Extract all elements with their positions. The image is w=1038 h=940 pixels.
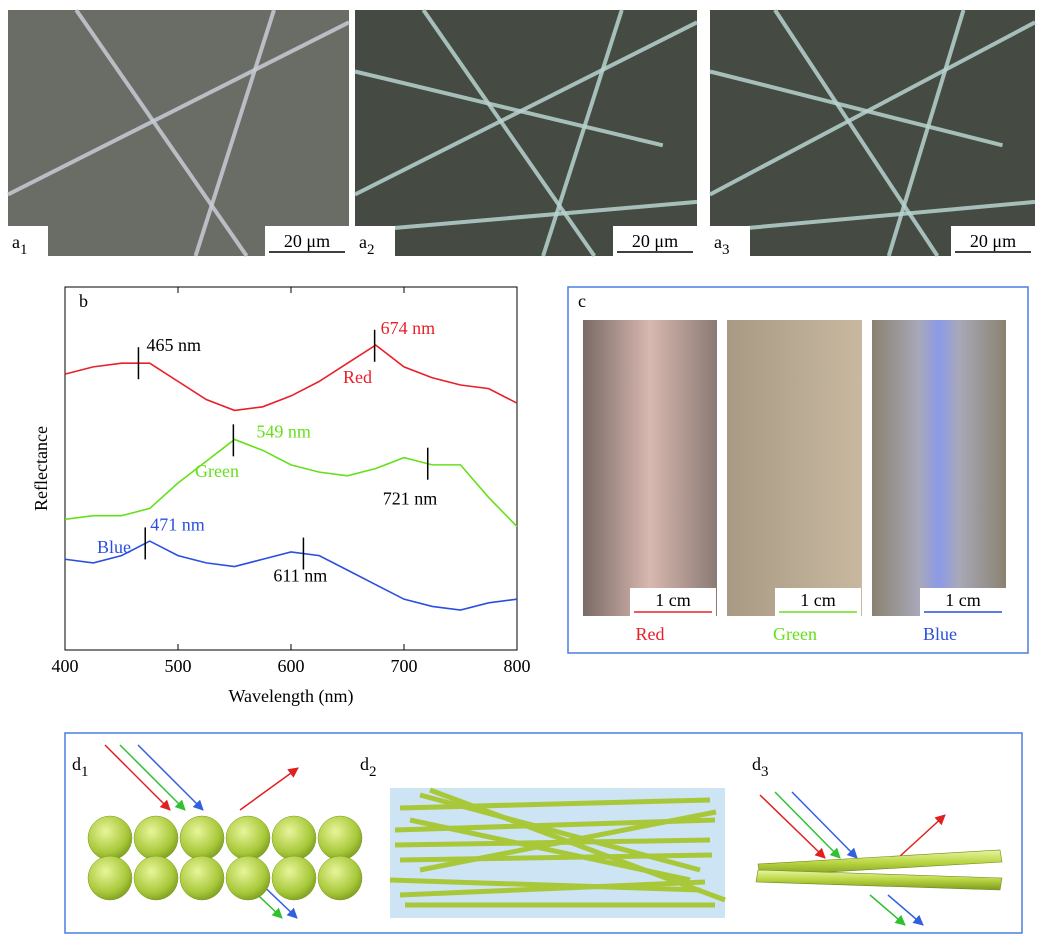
scale-label: 1 cm (655, 590, 691, 610)
label: a (12, 232, 20, 252)
sphere (226, 856, 270, 900)
sphere (134, 816, 178, 860)
sphere (180, 816, 224, 860)
line (65, 439, 517, 526)
panel-label: c (578, 291, 586, 311)
label: a (359, 232, 367, 252)
peak-label: 611 nm (273, 566, 327, 586)
sample-label: Red (636, 624, 665, 644)
sphere (318, 816, 362, 860)
panel-c: c 1 cm Red 1 cm Green 1 cm Blue (568, 287, 1028, 653)
label: a (714, 232, 722, 252)
panel-label: b (79, 291, 88, 311)
photo (872, 320, 1006, 616)
sphere (226, 816, 270, 860)
peak-label: 549 nm (256, 421, 311, 441)
x-tick-label: 700 (391, 656, 418, 676)
photo (727, 320, 862, 616)
micrograph: a1 20 μm (8, 10, 349, 258)
scale-label: 1 cm (800, 590, 836, 610)
rods (756, 850, 1002, 890)
x-tick-label: 600 (278, 656, 305, 676)
line (65, 345, 517, 410)
plot-frame (65, 287, 517, 650)
subscript: 2 (367, 242, 375, 258)
subscript: 2 (369, 764, 377, 780)
scale-label: 20 μm (632, 231, 678, 251)
sample-label: Blue (923, 624, 957, 644)
subscript: 1 (81, 764, 89, 780)
x-tick-label: 500 (165, 656, 192, 676)
panel-label: d1 (72, 754, 89, 780)
scale-label: 20 μm (284, 231, 330, 251)
micrograph: a3 20 μm (710, 10, 1035, 258)
sphere (180, 856, 224, 900)
panel-label: d3 (752, 754, 769, 780)
sphere (318, 856, 362, 900)
series-label: Red (343, 367, 372, 387)
peak-label: 465 nm (146, 335, 201, 355)
label: d (752, 754, 761, 774)
micrograph: a2 20 μm (355, 10, 697, 258)
label: d (360, 754, 369, 774)
peak-label: 721 nm (383, 489, 438, 509)
sphere (88, 816, 132, 860)
series-label: Green (195, 461, 239, 481)
label: d (72, 754, 81, 774)
x-tick-label: 400 (52, 656, 79, 676)
panel-label: d2 (360, 754, 377, 780)
scale-label: 1 cm (945, 590, 981, 610)
figure: a120 μma220 μma320 μm b400500600700800Wa… (0, 0, 1038, 935)
y-axis-label: Reflectance (31, 426, 51, 511)
scale-label: 20 μm (970, 231, 1016, 251)
sample-label: Green (773, 624, 817, 644)
x-axis-label: Wavelength (nm) (228, 686, 353, 707)
series-label: Blue (97, 537, 131, 557)
peak-label: 471 nm (150, 514, 205, 534)
sphere (272, 816, 316, 860)
x-tick-label: 800 (504, 656, 531, 676)
sphere (88, 856, 132, 900)
sphere (272, 856, 316, 900)
sphere (134, 856, 178, 900)
subscript: 3 (722, 242, 730, 258)
subscript: 3 (761, 764, 769, 780)
peak-label: 674 nm (381, 318, 436, 338)
spectrum-chart: b 400 500 600 700 800 Wavelength (nm) Reflectan… (31, 287, 531, 707)
subscript: 1 (20, 242, 28, 258)
photo (583, 320, 717, 616)
